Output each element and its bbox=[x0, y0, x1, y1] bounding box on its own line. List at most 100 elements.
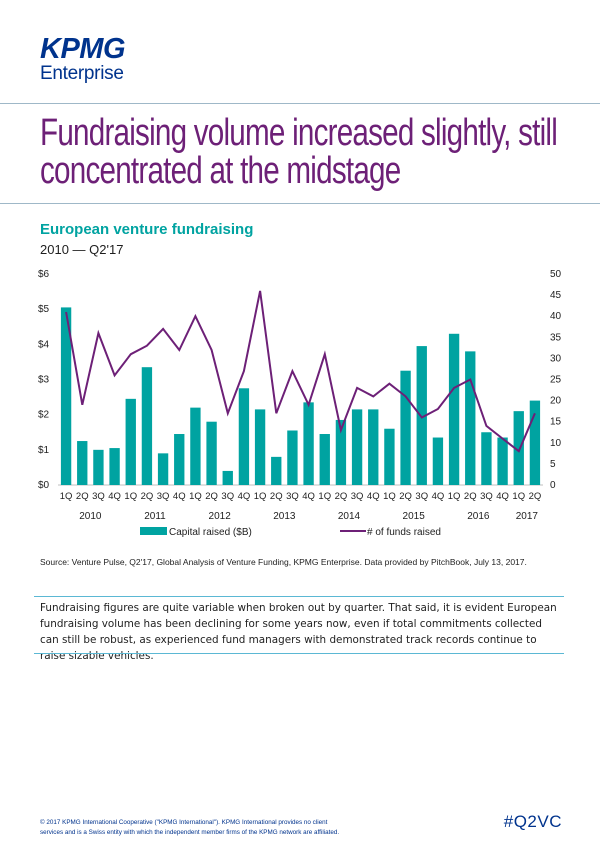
right-axis-tick-label: 0 bbox=[550, 480, 556, 491]
year-tick-label: 2017 bbox=[516, 511, 539, 522]
quarter-tick-label: 3Q bbox=[92, 491, 105, 502]
capital-bar bbox=[141, 367, 153, 485]
copyright-line-2: services and is a Swiss entity with whic… bbox=[40, 829, 340, 836]
right-axis-tick-label: 20 bbox=[550, 396, 562, 407]
page-title: Fundraising volume increased slightly, s… bbox=[40, 114, 558, 192]
quarter-tick-label: 2Q bbox=[529, 491, 542, 502]
right-axis-tick-label: 10 bbox=[550, 438, 562, 449]
capital-bar bbox=[60, 307, 72, 485]
chart-subtitle: 2010 — Q2'17 bbox=[40, 242, 124, 257]
legend-bar-label: Capital raised ($B) bbox=[169, 527, 252, 538]
quarter-tick-label: 1Q bbox=[124, 491, 137, 502]
quarter-tick-label: 1Q bbox=[189, 491, 202, 502]
capital-bar bbox=[206, 421, 217, 485]
capital-bar bbox=[271, 456, 282, 485]
capital-bar bbox=[125, 398, 136, 485]
quarter-tick-label: 4Q bbox=[108, 491, 121, 502]
quarter-tick-label: 3Q bbox=[415, 491, 428, 502]
quarter-tick-label: 1Q bbox=[383, 491, 396, 502]
capital-bar bbox=[109, 448, 120, 485]
quarter-tick-label: 4Q bbox=[302, 491, 315, 502]
quarter-tick-label: 1Q bbox=[448, 491, 461, 502]
right-axis-tick-label: 15 bbox=[550, 417, 562, 428]
year-tick-label: 2012 bbox=[209, 511, 232, 522]
quarter-tick-label: 1Q bbox=[254, 491, 267, 502]
commentary-paragraph: Fundraising figures are quite variable w… bbox=[40, 602, 557, 662]
quarter-tick-label: 2Q bbox=[399, 491, 412, 502]
quarter-tick-label: 3Q bbox=[286, 491, 299, 502]
paragraph-divider-top bbox=[34, 596, 564, 597]
year-tick-label: 2015 bbox=[403, 511, 426, 522]
right-axis-tick-label: 35 bbox=[550, 332, 562, 343]
title-divider bbox=[0, 203, 600, 204]
paragraph-divider-bottom bbox=[34, 653, 564, 654]
capital-bar bbox=[174, 434, 185, 485]
quarter-tick-label: 3Q bbox=[157, 491, 170, 502]
page-title-line-2: concentrated at the midstage bbox=[40, 150, 401, 192]
left-axis-tick-label: $5 bbox=[38, 304, 50, 315]
capital-bar bbox=[384, 428, 395, 485]
right-axis-tick-label: 40 bbox=[550, 311, 562, 322]
capital-bar bbox=[497, 437, 508, 485]
capital-bar bbox=[287, 430, 298, 485]
quarter-tick-label: 3Q bbox=[480, 491, 493, 502]
kpmg-logo: KPMG Enterprise bbox=[40, 34, 126, 85]
left-axis-tick-label: $1 bbox=[38, 445, 50, 456]
capital-bar bbox=[368, 409, 379, 485]
capital-bar bbox=[157, 453, 169, 485]
capital-bar bbox=[416, 346, 427, 485]
quarter-tick-label: 2Q bbox=[335, 491, 348, 502]
legend-line-label: # of funds raised bbox=[367, 527, 441, 538]
logo-subtext: Enterprise bbox=[40, 63, 124, 84]
quarter-tick-label: 1Q bbox=[318, 491, 331, 502]
capital-bar bbox=[351, 409, 363, 485]
right-axis-tick-label: 50 bbox=[550, 269, 562, 280]
quarter-tick-label: 3Q bbox=[221, 491, 234, 502]
quarter-tick-label: 2Q bbox=[464, 491, 477, 502]
capital-bar bbox=[481, 432, 492, 485]
quarter-tick-label: 4Q bbox=[238, 491, 251, 502]
quarter-tick-label: 2Q bbox=[205, 491, 218, 502]
quarter-tick-label: 4Q bbox=[432, 491, 445, 502]
capital-bar bbox=[254, 409, 266, 485]
capital-bar bbox=[190, 407, 201, 485]
quarter-tick-label: 4Q bbox=[496, 491, 509, 502]
right-axis-tick-label: 45 bbox=[550, 290, 562, 301]
header-divider bbox=[0, 103, 600, 104]
capital-bar bbox=[335, 419, 347, 485]
right-axis-tick-label: 5 bbox=[550, 459, 556, 470]
capital-bar bbox=[529, 400, 541, 485]
year-tick-label: 2014 bbox=[338, 511, 361, 522]
left-axis-tick-label: $0 bbox=[38, 480, 50, 491]
capital-bar bbox=[432, 437, 444, 485]
quarter-tick-label: 2Q bbox=[76, 491, 89, 502]
right-axis-tick-label: 25 bbox=[550, 375, 562, 386]
quarter-tick-label: 3Q bbox=[351, 491, 364, 502]
legend-bar-swatch bbox=[140, 527, 167, 535]
hashtag: #Q2VC bbox=[503, 812, 562, 831]
copyright-footer: © 2017 KPMG International Cooperative ("… bbox=[40, 818, 440, 838]
capital-bar bbox=[465, 351, 476, 485]
quarter-tick-label: 1Q bbox=[60, 491, 73, 502]
chart-title: European venture fundraising bbox=[40, 221, 254, 238]
right-axis-tick-label: 30 bbox=[550, 353, 562, 364]
capital-bar bbox=[93, 449, 104, 485]
capital-bar bbox=[77, 441, 88, 485]
year-tick-label: 2016 bbox=[467, 511, 490, 522]
funds-count-line bbox=[65, 290, 536, 453]
quarter-tick-label: 1Q bbox=[512, 491, 525, 502]
capital-bar bbox=[303, 402, 314, 485]
left-axis-tick-label: $4 bbox=[38, 339, 50, 350]
quarter-tick-label: 4Q bbox=[367, 491, 380, 502]
year-tick-label: 2011 bbox=[144, 511, 166, 522]
year-tick-label: 2013 bbox=[273, 511, 296, 522]
quarter-tick-label: 2Q bbox=[270, 491, 283, 502]
capital-bar bbox=[513, 411, 524, 485]
capital-bar bbox=[400, 370, 411, 485]
left-axis-tick-label: $3 bbox=[38, 375, 50, 386]
source-note: Source: Venture Pulse, Q2'17, Global Ana… bbox=[40, 557, 527, 567]
quarter-tick-label: 4Q bbox=[173, 491, 186, 502]
year-tick-label: 2010 bbox=[79, 511, 102, 522]
capital-bar bbox=[222, 470, 233, 485]
capital-bar bbox=[448, 333, 460, 485]
